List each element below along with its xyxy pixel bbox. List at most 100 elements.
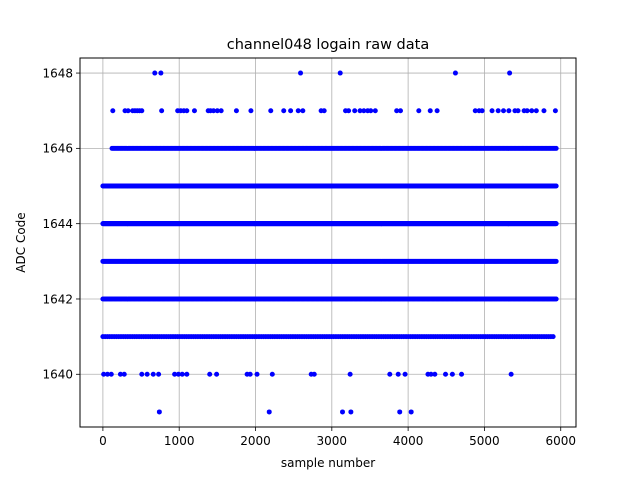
data-point	[553, 183, 559, 189]
data-point	[361, 108, 367, 114]
data-point	[184, 371, 190, 377]
data-point	[347, 371, 353, 377]
data-point	[397, 409, 403, 415]
data-point	[248, 108, 254, 114]
x-tick-label: 1000	[164, 434, 195, 448]
data-point	[125, 108, 131, 114]
chart-title: channel048 logain raw data	[227, 37, 429, 53]
data-point	[443, 371, 449, 377]
data-point	[372, 108, 378, 114]
y-tick-label: 1644	[42, 217, 73, 231]
y-tick-label: 1640	[42, 368, 73, 382]
data-point	[172, 371, 178, 377]
data-point	[541, 108, 547, 114]
x-tick-label: 5000	[469, 434, 500, 448]
data-point	[524, 108, 530, 114]
data-point	[387, 371, 393, 377]
data-point	[214, 371, 220, 377]
axis-ticks: 0 1000 2000 3000 4000 5000 6000 1640 1642 1644 164…	[42, 66, 576, 448]
data-point	[298, 70, 304, 76]
data-point	[211, 108, 217, 114]
data-point	[175, 371, 181, 377]
data-point	[337, 70, 343, 76]
data-point	[156, 371, 162, 377]
data-point	[479, 108, 485, 114]
data-point	[508, 371, 514, 377]
data-point	[152, 70, 158, 76]
data-point	[394, 108, 400, 114]
data-point	[348, 409, 354, 415]
data-point	[428, 371, 434, 377]
data-point	[552, 108, 558, 114]
data-point	[515, 108, 521, 114]
data-point	[501, 108, 507, 114]
data-point	[489, 108, 495, 114]
x-tick-label: 6000	[545, 434, 576, 448]
data-point	[408, 409, 414, 415]
data-point	[159, 108, 165, 114]
data-point	[101, 371, 107, 377]
data-point	[207, 371, 213, 377]
data-point	[495, 108, 501, 114]
x-tick-label: 0	[99, 434, 107, 448]
data-point	[191, 108, 197, 114]
data-point	[139, 371, 145, 377]
data-point	[288, 108, 294, 114]
data-point	[416, 108, 422, 114]
data-point	[449, 371, 455, 377]
data-point	[254, 371, 260, 377]
data-point	[117, 371, 123, 377]
data-point	[139, 108, 145, 114]
data-point	[533, 108, 539, 114]
data-point	[110, 108, 116, 114]
data-point	[281, 108, 287, 114]
y-tick-label: 1646	[42, 142, 73, 156]
x-tick-label: 3000	[317, 434, 348, 448]
data-point	[368, 108, 374, 114]
y-tick-label: 1648	[42, 66, 73, 80]
data-point	[340, 409, 345, 415]
data-point	[550, 334, 556, 340]
data-point	[352, 108, 358, 114]
data-point	[184, 108, 190, 114]
data-point	[553, 258, 559, 264]
data-point	[311, 371, 317, 377]
data-point	[214, 108, 220, 114]
data-point	[268, 108, 274, 114]
data-point	[402, 371, 408, 377]
data-point	[529, 108, 535, 114]
plot-area-frame	[79, 57, 577, 428]
data-point	[150, 371, 156, 377]
data-point	[432, 371, 438, 377]
data-point	[507, 70, 513, 76]
data-point	[397, 108, 403, 114]
data-point	[434, 108, 440, 114]
data-point	[357, 108, 363, 114]
data-point	[452, 70, 458, 76]
y-axis-title: ADC Code	[14, 212, 28, 272]
data-point	[506, 108, 512, 114]
data-point	[427, 108, 433, 114]
data-point	[269, 371, 275, 377]
data-point	[247, 371, 253, 377]
data-point	[553, 145, 559, 151]
x-axis-title: sample number	[281, 456, 375, 470]
data-point	[121, 371, 127, 377]
data-point	[218, 108, 224, 114]
x-tick-label: 2000	[240, 434, 271, 448]
data-point	[553, 221, 559, 227]
data-points	[100, 70, 559, 415]
data-point	[395, 371, 401, 377]
data-point	[472, 108, 478, 114]
data-point	[321, 108, 327, 114]
data-point	[156, 409, 162, 415]
data-point	[459, 371, 465, 377]
data-point	[295, 108, 301, 114]
data-point	[179, 371, 185, 377]
data-point	[266, 409, 272, 415]
y-tick-label: 1642	[42, 292, 73, 306]
data-point	[104, 371, 110, 377]
data-point	[233, 108, 239, 114]
